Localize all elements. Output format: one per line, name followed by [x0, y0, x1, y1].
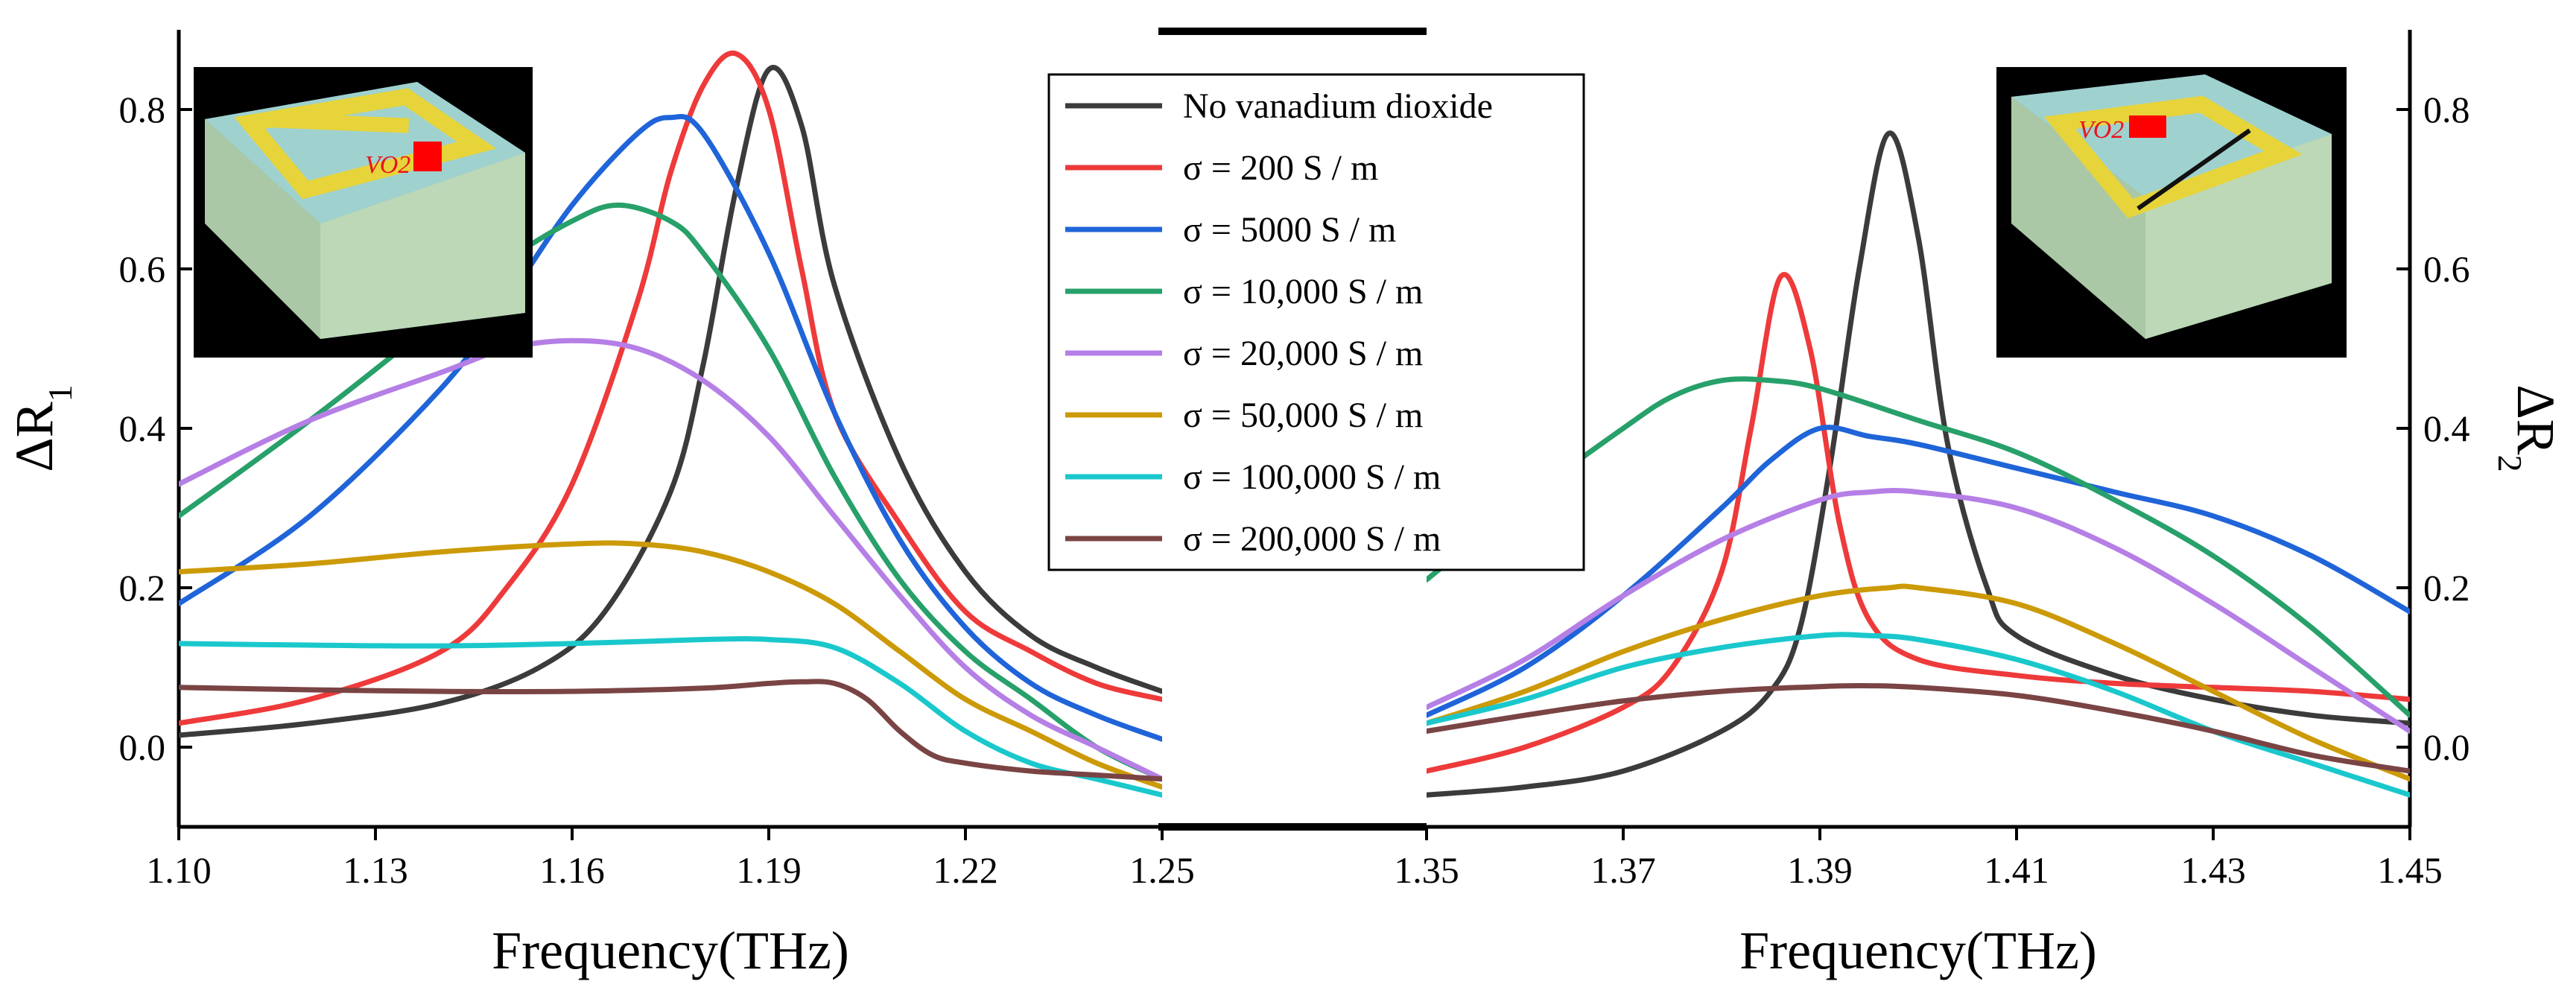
left-series-line-6	[179, 540, 1162, 790]
right-x-ticks: 1.35 1.37 1.39 1.41 1.43 1.45	[1394, 827, 2443, 891]
left-y-tick-label: 0.8	[119, 89, 166, 130]
left-vo2-patch	[413, 142, 442, 171]
right-x-tick-label: 1.43	[2180, 849, 2246, 891]
left-x-tick-label: 1.10	[146, 849, 212, 891]
left-inset-image: VO2	[194, 67, 533, 358]
right-y-ticks: 0.0 0.2 0.4 0.6 0.8	[2396, 89, 2470, 768]
right-x-tick-label: 1.39	[1787, 849, 1853, 891]
right-panel: 0.0 0.2 0.4 0.6 0.8 1.35 1.37 1.39 1.41 1.43 1.45…	[1158, 30, 2566, 980]
left-x-tick-label: 1.25	[1129, 849, 1195, 891]
left-x-tick-label: 1.13	[343, 849, 408, 891]
left-y-tick-label: 0.4	[119, 407, 166, 449]
left-series-line-2	[179, 50, 1162, 726]
right-series-line-6	[1427, 583, 2410, 782]
legend-label-5: σ = 20,000 S / m	[1183, 334, 1423, 373]
right-y-tick-label: 0.2	[2423, 567, 2470, 609]
right-x-tick-label: 1.37	[1590, 849, 1656, 891]
right-x-axis-label: Frequency(THz)	[1739, 921, 2097, 980]
left-y-ticks: 0.0 0.2 0.4 0.6 0.8	[119, 89, 192, 768]
right-x-tick-label: 1.35	[1394, 849, 1459, 891]
right-y-label-sub: 2	[2492, 455, 2530, 472]
left-y-tick-label: 0.2	[119, 567, 166, 609]
left-series-line-8	[179, 679, 1162, 782]
legend-label-6: σ = 50,000 S / m	[1183, 396, 1423, 435]
left-panel: 0.0 0.2 0.4 0.6 0.8 1.10 1.13 1.16 1.19 1.22 1.25…	[4, 28, 1427, 980]
left-series-group	[179, 50, 1162, 798]
left-y-label-main: ΔR	[4, 402, 64, 472]
right-series-line-2	[1427, 272, 2410, 774]
right-series-group	[1427, 130, 2410, 798]
right-series-line-5	[1427, 488, 2410, 734]
left-y-tick-label: 0.6	[119, 248, 166, 290]
right-x-tick-label: 1.45	[2377, 849, 2443, 891]
right-series-line-8	[1427, 683, 2410, 774]
right-x-tick-label: 1.41	[1984, 849, 2049, 891]
left-y-tick-label: 0.0	[119, 726, 166, 768]
svg-text:ΔR1: ΔR1	[4, 384, 79, 472]
left-series-line-3	[179, 113, 1162, 742]
legend-label-1: No vanadium dioxide	[1183, 86, 1493, 126]
right-series-line-4	[1427, 376, 2410, 718]
right-inset-image: VO2	[1996, 67, 2347, 358]
left-series-line-7	[179, 636, 1162, 798]
right-y-tick-label: 0.6	[2423, 248, 2470, 290]
right-vo2-label: VO2	[2078, 116, 2124, 144]
legend-label-3: σ = 5000 S / m	[1183, 210, 1396, 250]
svg-text:ΔR2: ΔR2	[2492, 384, 2566, 472]
left-y-axis-label: ΔR1	[4, 384, 79, 472]
right-y-tick-label: 0.0	[2423, 726, 2470, 768]
right-y-tick-label: 0.4	[2423, 407, 2470, 449]
left-x-tick-label: 1.22	[933, 849, 998, 891]
legend-label-8: σ = 200,000 S / m	[1183, 519, 1441, 559]
legend: No vanadium dioxide σ = 200 S / m σ = 5000…	[1047, 73, 1585, 571]
left-x-tick-label: 1.19	[736, 849, 802, 891]
right-vo2-patch	[2129, 115, 2166, 138]
legend-box	[1047, 73, 1585, 571]
left-x-axis-label: Frequency(THz)	[492, 921, 849, 980]
right-y-axis-label: ΔR2	[2492, 384, 2566, 472]
left-series-line-5	[179, 337, 1162, 782]
left-x-tick-label: 1.16	[539, 849, 605, 891]
legend-label-2: σ = 200 S / m	[1183, 148, 1378, 188]
right-y-label-main: ΔR	[2506, 384, 2566, 454]
left-y-label-sub: 1	[41, 384, 79, 402]
right-y-tick-label: 0.8	[2423, 89, 2470, 130]
left-x-ticks: 1.10 1.13 1.16 1.19 1.22 1.25	[146, 827, 1195, 891]
legend-label-7: σ = 100,000 S / m	[1183, 457, 1441, 497]
right-series-line-1	[1427, 130, 2410, 798]
left-vo2-label: VO2	[365, 151, 410, 179]
legend-label-4: σ = 10,000 S / m	[1183, 272, 1423, 311]
